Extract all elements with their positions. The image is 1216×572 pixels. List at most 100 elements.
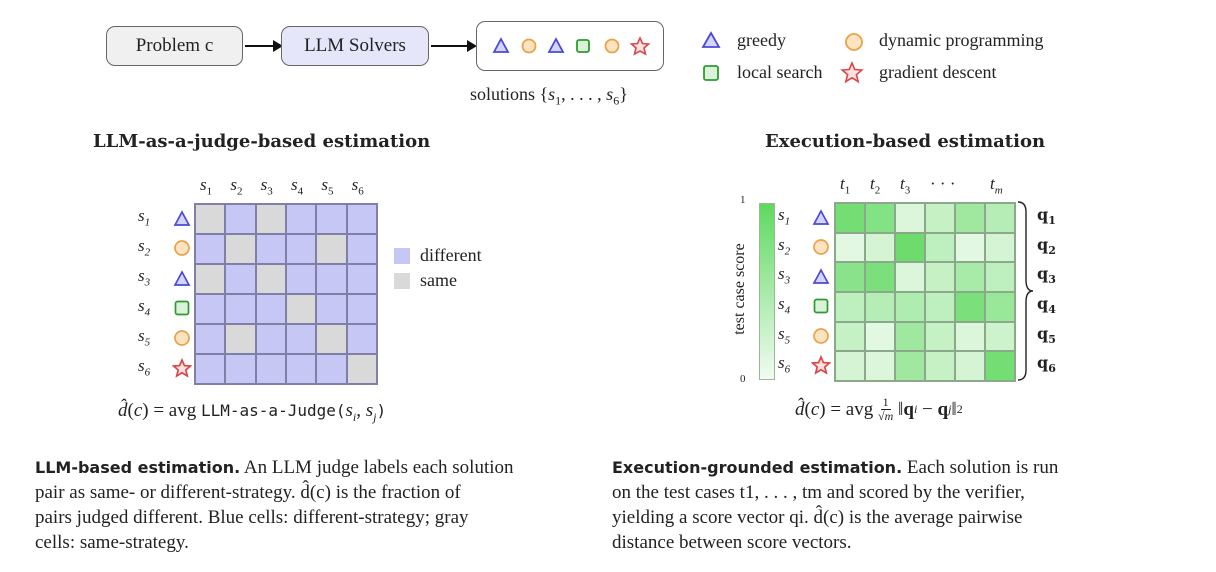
problem-label: Problem c — [135, 35, 214, 56]
judge-cell-same — [195, 264, 226, 294]
star-icon — [629, 36, 651, 56]
judge-cell-same — [225, 324, 256, 354]
score-cell — [895, 351, 925, 381]
left-row-label: s3 — [138, 266, 151, 289]
judge-cell-diff — [225, 294, 256, 324]
legend-different-swatch — [394, 248, 410, 264]
llm-solvers-box: LLM Solvers — [281, 26, 429, 66]
right-caption-line2: on the test cases t1, . . . , tm and sco… — [612, 482, 1025, 503]
right-caption: Execution-grounded estimation. Each solu… — [612, 455, 1202, 555]
judge-cell-diff — [346, 264, 377, 294]
left-row-label: s5 — [138, 326, 151, 349]
right-caption-line3: yielding a score vector qi. d̂(c) is the… — [612, 507, 1023, 528]
triangle-icon — [172, 268, 192, 292]
left-col-label: s4 — [290, 175, 304, 198]
score-cell — [985, 321, 1015, 352]
score-cell — [895, 321, 925, 352]
score-cell — [985, 291, 1015, 322]
left-col-label: s2 — [230, 175, 243, 198]
legend-local-search: local search — [737, 62, 823, 82]
legend-gradient-descent: gradient descent — [879, 62, 997, 82]
circle-icon — [172, 238, 192, 262]
score-cell — [835, 232, 865, 263]
judge-cell-diff — [346, 324, 377, 354]
score-cell — [985, 203, 1015, 233]
judge-cell-diff — [346, 204, 377, 234]
right-col-label: t3 — [900, 174, 911, 197]
judge-cell-diff — [225, 264, 256, 294]
legend-same-swatch — [394, 273, 410, 289]
judge-cell-diff — [255, 234, 286, 264]
triangle-icon — [811, 266, 831, 290]
circle-icon — [811, 326, 831, 350]
judge-cell-diff — [316, 204, 347, 234]
judge-cell-diff — [255, 354, 286, 384]
score-cell — [895, 291, 925, 322]
score-cell — [865, 203, 895, 233]
colorbar — [759, 203, 775, 380]
score-cell — [835, 351, 865, 381]
left-caption-line3: pairs judged different. Blue cells: diff… — [35, 507, 469, 528]
left-col-label: s1 — [200, 175, 213, 198]
star-icon — [171, 357, 193, 382]
legend-square-icon — [703, 65, 719, 81]
right-row-label: s3 — [778, 264, 791, 287]
score-cell — [925, 203, 955, 233]
score-cell — [865, 321, 895, 352]
left-row-label: s2 — [138, 236, 151, 259]
score-cell — [955, 291, 985, 322]
right-col-label: · · · — [930, 174, 956, 193]
judge-cell-diff — [255, 294, 286, 324]
right-caption-line4: distance between score vectors. — [612, 532, 852, 553]
judge-cell-diff — [195, 354, 226, 384]
score-cell — [835, 262, 865, 292]
score-matrix — [834, 202, 1016, 382]
score-cell — [835, 321, 865, 352]
judge-cell-diff — [286, 264, 317, 294]
judge-cell-diff — [195, 234, 226, 264]
judge-cell-diff — [286, 324, 317, 354]
score-cell — [985, 232, 1015, 263]
score-cell — [865, 351, 895, 381]
score-cell — [895, 232, 925, 263]
q-label: q5 — [1037, 323, 1056, 346]
left-col-label: s6 — [351, 175, 364, 198]
left-panel-title: LLM-as-a-judge-based estimation — [93, 131, 431, 152]
square-icon — [811, 296, 831, 320]
judge-cell-diff — [286, 234, 317, 264]
legend-different-label: different — [420, 245, 482, 265]
judge-matrix — [194, 203, 378, 385]
score-cell — [985, 262, 1015, 292]
left-formula: d̂(c) = avg LLM-as-a-Judge(si, sj) — [118, 400, 387, 424]
judge-cell-same — [195, 204, 226, 234]
left-row-label: s4 — [138, 296, 151, 319]
score-cell — [835, 203, 865, 233]
score-cell — [925, 232, 955, 263]
score-cell — [955, 232, 985, 263]
triangle-icon — [811, 207, 831, 231]
judge-cell-diff — [195, 324, 226, 354]
square-icon — [576, 39, 590, 53]
left-row-label: s1 — [138, 206, 151, 229]
judge-cell-diff — [225, 354, 256, 384]
right-row-label: s2 — [778, 234, 791, 258]
arrow-solvers-to-solutions — [431, 40, 477, 52]
right-row-label: s4 — [778, 294, 791, 317]
score-cell — [925, 321, 955, 352]
right-caption-lead: Execution-grounded estimation. — [612, 458, 903, 477]
legend-greedy: greedy — [737, 30, 786, 50]
legend-dynamic-programming: dynamic programming — [879, 30, 1044, 50]
score-cell — [985, 351, 1015, 381]
score-cell — [865, 262, 895, 292]
star-icon — [810, 355, 832, 379]
right-row-label: s5 — [778, 323, 791, 347]
score-cell — [925, 262, 955, 292]
judge-cell-diff — [346, 294, 377, 324]
score-cell — [955, 321, 985, 352]
legend-triangle-icon — [701, 31, 721, 48]
score-cell — [925, 291, 955, 322]
score-cell — [895, 203, 925, 233]
judge-cell-diff — [316, 294, 347, 324]
judge-cell-same — [316, 234, 347, 264]
left-col-label: s5 — [321, 175, 334, 198]
